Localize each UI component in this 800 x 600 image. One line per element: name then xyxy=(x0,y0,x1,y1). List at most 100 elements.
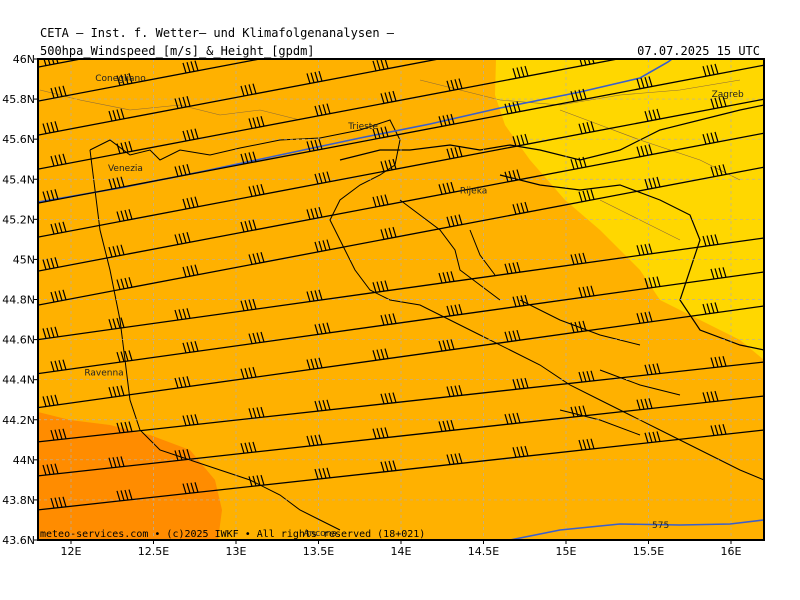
wind-barb-feathers xyxy=(578,285,595,298)
y-tick-label: 46N xyxy=(13,53,35,66)
wind-barb-feathers xyxy=(438,419,455,432)
wind-barb-feathers xyxy=(447,11,462,23)
wind-barb-feathers xyxy=(248,251,265,265)
wind-barb-feathers xyxy=(438,113,455,127)
wind-barb-feathers xyxy=(306,138,323,152)
y-tick-label: 45.2N xyxy=(2,213,35,226)
wind-barb-feathers xyxy=(636,76,653,89)
wind-barb-feathers xyxy=(306,434,323,447)
wind-barb-feathers xyxy=(314,239,331,253)
wind-barb-feathers xyxy=(182,128,199,142)
wind-barb-feathers xyxy=(512,294,529,307)
wind-barb-feathers xyxy=(702,131,719,145)
wind-barb-shaft xyxy=(38,429,764,511)
wind-barb-feathers xyxy=(240,298,257,311)
x-tick-label: 14.5E xyxy=(468,545,499,558)
wind-barb-feathers xyxy=(446,304,463,317)
wind-barb-feathers xyxy=(438,181,455,195)
wind-barb-feathers xyxy=(578,189,595,202)
wind-barb-feathers xyxy=(702,234,719,247)
x-tick-label: 12.5E xyxy=(138,545,169,558)
wind-barb-feathers xyxy=(240,441,257,454)
wind-barb-feathers xyxy=(512,201,529,215)
city-label: Venezia xyxy=(108,164,143,174)
wind-barb-feathers xyxy=(380,226,397,240)
wind-barb-feathers xyxy=(42,257,59,270)
wind-barb-feathers xyxy=(504,412,521,425)
wind-barb-feathers xyxy=(174,164,191,177)
y-tick-label: 43.8N xyxy=(2,494,35,507)
wind-barb-feathers xyxy=(710,164,727,177)
city-label: Conegliano xyxy=(95,74,146,84)
wind-barb-feathers xyxy=(182,196,199,210)
city-label: Ancona xyxy=(303,529,337,539)
wind-barb-feathers xyxy=(116,141,133,154)
wind-barb-feathers xyxy=(570,88,587,102)
wind-barb-feathers xyxy=(644,108,661,122)
wind-barb-feathers xyxy=(372,280,389,293)
wind-barb-shaft xyxy=(38,166,764,306)
wind-barb-feathers xyxy=(578,370,595,383)
wind-barb-feathers xyxy=(50,153,67,167)
wind-barb-feathers xyxy=(42,326,59,339)
wind-barb-feathers xyxy=(116,489,133,502)
wind-barb-feathers xyxy=(240,83,257,97)
wind-barb-feathers xyxy=(50,85,67,99)
wind-barb-feathers xyxy=(108,456,125,468)
y-axis-ticks: 46N 45.8N 45.6N 45.4N 45.2N 45N 44.8N 44.6N 44.4… xyxy=(2,53,38,547)
wind-barb-shaft xyxy=(38,98,764,238)
country-borders xyxy=(339,104,764,351)
wind-barb-feathers xyxy=(446,453,463,465)
wind-barb-shaft xyxy=(38,132,764,272)
x-tick-label: 12E xyxy=(61,545,82,558)
x-tick-label: 15.5E xyxy=(633,545,664,558)
wind-barb-feathers xyxy=(174,376,191,389)
wind-barb-feathers xyxy=(248,331,265,344)
header-organization: CETA – Inst. f. Wetter– und Klimafolgena… xyxy=(40,26,395,40)
coordinate-gridlines xyxy=(38,59,764,540)
wind-barb-feathers xyxy=(702,302,719,315)
header-subtitle: 500hpa_Windspeed_[m/s]_&_Height_[gpdm] xyxy=(40,44,315,58)
y-tick-label: 45.8N xyxy=(2,93,35,106)
wind-barb-feathers xyxy=(578,438,595,451)
x-tick-label: 13.5E xyxy=(303,545,334,558)
wind-barb-feathers xyxy=(42,189,59,202)
wind-barb-feathers xyxy=(248,406,265,419)
wind-barb-feathers xyxy=(645,41,660,53)
wind-barb-feathers xyxy=(314,399,331,412)
city-labels: Conegliano Venezia Trieste Rijeka Zagreb Rave… xyxy=(84,74,744,539)
wind-barb-feathers xyxy=(702,63,719,77)
x-tick-label: 15E xyxy=(556,545,577,558)
y-tick-label: 44N xyxy=(13,454,35,467)
wind-barb-feathers xyxy=(711,28,726,40)
wind-barb-feathers xyxy=(314,467,331,480)
wind-barb-feathers xyxy=(446,146,463,159)
wind-barb-feathers xyxy=(512,133,529,147)
wind-barb-feathers xyxy=(513,0,528,10)
wind-barb-feathers xyxy=(174,449,191,461)
wind-barb-feathers xyxy=(116,421,133,434)
wind-barb-feathers xyxy=(702,390,719,403)
wind-barb-feathers xyxy=(116,73,133,86)
wind-barb-feathers xyxy=(446,78,463,91)
y-tick-label: 44.8N xyxy=(2,294,35,307)
wind-barb-feathers xyxy=(380,90,397,104)
x-tick-label: 13E xyxy=(226,545,247,558)
wind-barb-feathers xyxy=(504,101,521,114)
wind-barb-feathers xyxy=(373,0,388,3)
wind-barb-shaft xyxy=(38,64,764,204)
wind-barb-feathers xyxy=(372,348,389,361)
wind-barb-feathers xyxy=(380,158,397,172)
wind-barb-feathers xyxy=(512,377,529,390)
wind-barb-feathers xyxy=(636,243,653,256)
wind-barb-shaft xyxy=(38,361,764,443)
windspeed-field-low xyxy=(495,59,764,360)
wind-barb-feathers xyxy=(644,276,661,289)
wind-barb-shaft xyxy=(38,395,764,477)
wind-barb-feathers xyxy=(182,60,199,74)
wind-barb-feathers xyxy=(241,16,256,28)
wind-barb-feathers xyxy=(636,398,653,410)
wind-barb-feathers xyxy=(174,96,191,109)
wind-barb-feathers xyxy=(314,322,331,335)
wind-barb-feathers xyxy=(174,308,191,321)
